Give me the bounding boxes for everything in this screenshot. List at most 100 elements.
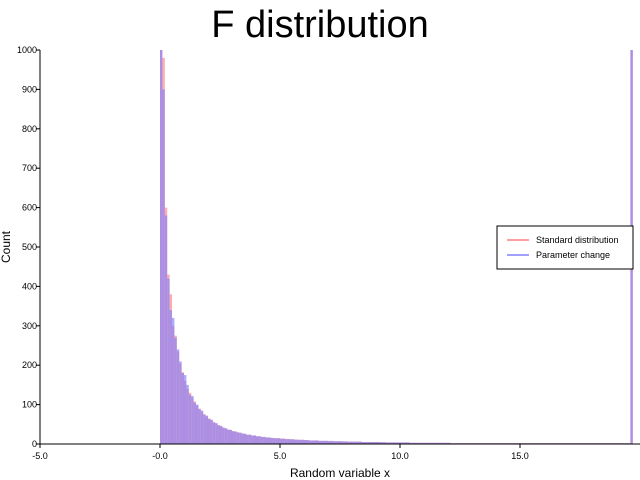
histogram-bar-parameter-change (356, 441, 360, 444)
histogram-bar-parameter-change (229, 429, 232, 444)
histogram-bar-parameter-change (232, 431, 235, 444)
histogram-bar-parameter-change (373, 442, 376, 444)
histogram-bar-parameter-change (277, 438, 280, 444)
legend-label-parameter-change: Parameter change (536, 250, 610, 260)
histogram-bar-parameter-change (402, 442, 405, 444)
histogram-bar-parameter-change (368, 442, 372, 444)
histogram-bar-parameter-change (371, 442, 374, 444)
histogram-bar-parameter-change (416, 442, 420, 444)
y-tick-label: 800 (22, 124, 37, 134)
histogram-bar-parameter-change (188, 394, 192, 444)
histogram-bar-parameter-change (160, 50, 163, 444)
histogram-bar-parameter-change (186, 384, 189, 444)
x-tick-label: 15.0 (511, 451, 529, 461)
histogram-bar-parameter-change (306, 440, 309, 444)
histogram-bar-parameter-change (376, 442, 379, 444)
histogram-bar-parameter-change (284, 439, 288, 444)
histogram-bar-parameter-change (342, 441, 345, 444)
histogram-bar-parameter-change (445, 442, 448, 444)
histogram-bar-parameter-change (301, 439, 304, 444)
histogram-bar-parameter-change (215, 423, 218, 444)
histogram-bar-parameter-change (383, 442, 386, 444)
histogram-bar-parameter-change (397, 442, 400, 444)
x-tick-label: -5.0 (32, 451, 48, 461)
histogram-bar-parameter-change (164, 215, 168, 444)
histogram-bar-parameter-change (308, 440, 312, 444)
x-axis-label: Random variable x (290, 466, 390, 480)
histogram-bar-parameter-change (167, 278, 170, 444)
histogram-bar-parameter-change (440, 442, 444, 444)
histogram-bar-parameter-change (172, 317, 175, 444)
y-tick-label: 200 (22, 360, 37, 370)
histogram-bar-parameter-change (366, 442, 369, 444)
histogram-bar-parameter-change (313, 440, 316, 444)
histogram-bar-parameter-change (184, 375, 187, 444)
y-tick-label: 400 (22, 281, 37, 291)
histogram-bar-parameter-change (282, 438, 285, 444)
y-tick-label: 500 (22, 242, 37, 252)
histogram-bar-parameter-change (421, 442, 424, 444)
histogram-bar-parameter-change (296, 439, 300, 444)
histogram-bar-parameter-change (318, 440, 321, 444)
x-tick-label: 5.0 (274, 451, 287, 461)
y-tick-label: 1000 (17, 45, 37, 55)
histogram-bar-parameter-change (256, 436, 259, 444)
x-ticks: -5.0 -0.0 5.0 10.0 15.0 (32, 444, 529, 461)
histogram-bar-parameter-change (395, 442, 398, 444)
histogram-bar-parameter-change (174, 337, 177, 444)
histogram-bar-parameter-change (431, 442, 434, 444)
histogram-bar-parameter-change (287, 438, 290, 444)
histogram-bar-parameter-change (404, 442, 408, 444)
axes: 0 100 200 300 400 500 600 700 800 900 1000 -5.0 -0.… (17, 45, 640, 461)
histogram-bar-parameter-change (330, 440, 333, 444)
histogram-bar-parameter-change (414, 442, 417, 444)
histogram-bar-parameter-change (260, 436, 264, 444)
histogram-bar-parameter-change (320, 440, 324, 444)
histogram-bar-parameter-change (448, 442, 451, 444)
x-tick-label: 10.0 (391, 451, 409, 461)
histogram-bar-parameter-change (385, 442, 388, 444)
histogram-bar-parameter-change (400, 442, 403, 444)
legend-box (496, 225, 634, 270)
histogram-bar-parameter-change (258, 436, 261, 444)
histogram-bar-parameter-change (212, 422, 216, 444)
histogram-bar-parameter-change (392, 442, 396, 444)
histogram-bar-parameter-change (191, 395, 194, 444)
y-tick-label: 0 (32, 439, 37, 449)
histogram-bar-parameter-change (328, 441, 331, 444)
histogram-bar-parameter-change (407, 442, 410, 444)
histogram-bar-parameter-change (253, 435, 256, 444)
histogram-bar-parameter-change (251, 435, 254, 444)
histogram-bar-parameter-change (244, 433, 247, 444)
legend-label-standard-distribution: Standard distribution (536, 235, 619, 245)
histogram-bar-parameter-change (169, 310, 172, 444)
histogram-bar-parameter-change (426, 442, 429, 444)
histogram-bar-parameter-change (179, 361, 182, 444)
histogram-bar-parameter-change (388, 442, 391, 444)
histogram-bar-parameter-change (364, 442, 367, 444)
histogram-bar-parameter-change (428, 442, 432, 444)
histogram-bar-parameter-change (419, 442, 422, 444)
histogram-bar-parameter-change (337, 441, 340, 444)
histogram-bar-parameter-change (268, 437, 271, 444)
y-tick-label: 900 (22, 84, 37, 94)
histogram-bar-parameter-change (354, 441, 357, 444)
histogram-bar-parameter-change (246, 434, 249, 444)
histogram-bar-parameter-change (196, 404, 199, 444)
histogram-bar-parameter-change (248, 434, 252, 444)
histogram-bar-parameter-change (181, 373, 184, 444)
histogram-bar-parameter-change (438, 442, 441, 444)
histogram-bar-parameter-change (234, 431, 237, 444)
y-tick-label: 300 (22, 321, 37, 331)
histogram-bar-parameter-change (270, 438, 273, 444)
y-tick-label: 600 (22, 203, 37, 213)
histogram-bar-parameter-change (208, 419, 211, 444)
histogram-bar-parameter-change (390, 442, 393, 444)
histogram-bar-parameter-change (443, 442, 446, 444)
histogram-bar-parameter-change (263, 436, 266, 444)
x-tick-label: -0.0 (152, 451, 168, 461)
histogram-bar-parameter-change (380, 442, 384, 444)
histogram-bar-parameter-change (294, 439, 297, 444)
histogram-bar-parameter-change (412, 442, 415, 444)
